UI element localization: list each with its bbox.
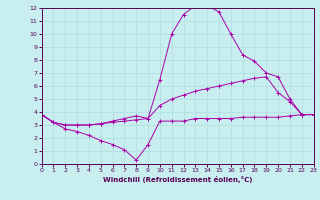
X-axis label: Windchill (Refroidissement éolien,°C): Windchill (Refroidissement éolien,°C) [103, 176, 252, 183]
